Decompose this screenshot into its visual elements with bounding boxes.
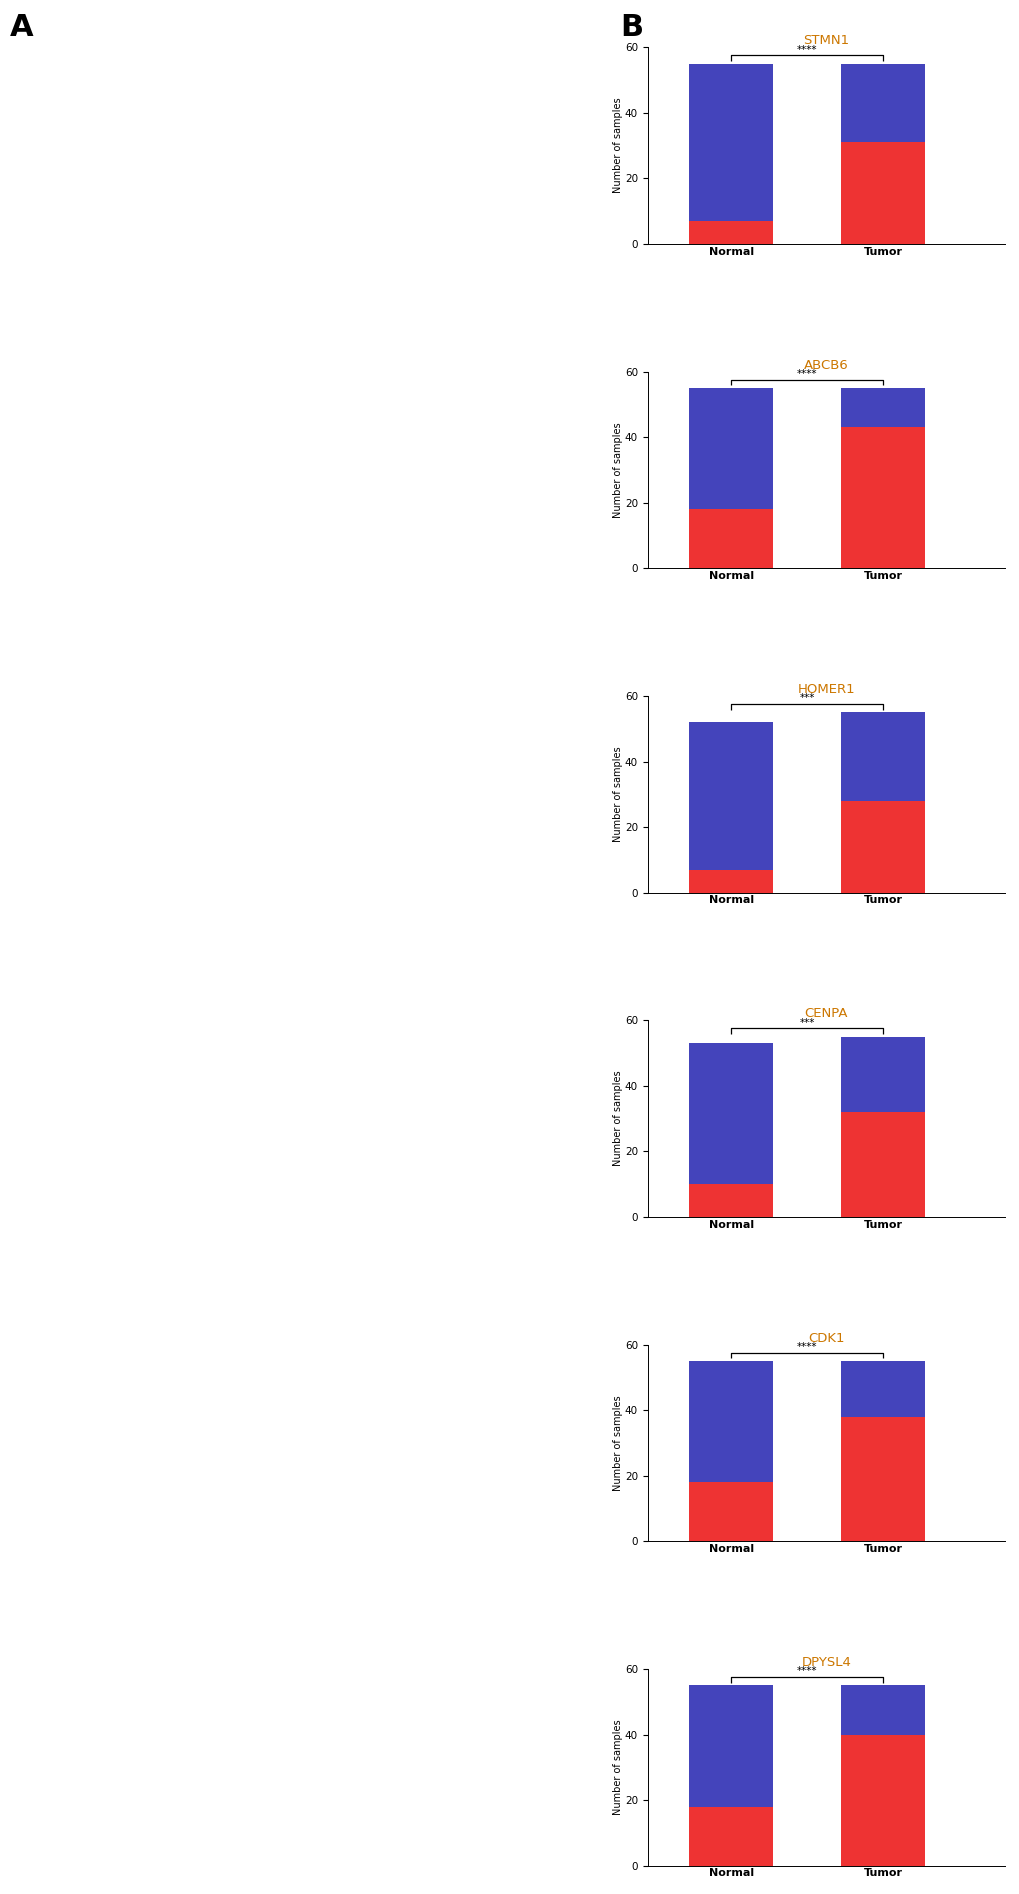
Bar <box>841 1112 924 1218</box>
Bar <box>689 869 772 892</box>
Text: ***: *** <box>799 1017 814 1028</box>
Bar <box>841 1362 924 1417</box>
Title: DPYSL4: DPYSL4 <box>801 1655 850 1669</box>
Text: ****: **** <box>796 45 816 55</box>
Bar <box>689 1184 772 1218</box>
Bar <box>689 1483 772 1542</box>
Bar <box>689 509 772 568</box>
Bar <box>841 142 924 244</box>
Title: ABCB6: ABCB6 <box>803 358 848 371</box>
Bar <box>689 1044 772 1184</box>
Text: A: A <box>10 13 34 42</box>
Bar <box>689 222 772 244</box>
Y-axis label: Number of samples: Number of samples <box>612 1396 623 1491</box>
Y-axis label: Number of samples: Number of samples <box>612 746 623 843</box>
Text: ****: **** <box>796 369 816 379</box>
Y-axis label: Number of samples: Number of samples <box>612 1070 623 1167</box>
Bar <box>841 1735 924 1866</box>
Text: ****: **** <box>796 1341 816 1352</box>
Y-axis label: Number of samples: Number of samples <box>612 1720 623 1814</box>
Bar <box>841 1417 924 1542</box>
Y-axis label: Number of samples: Number of samples <box>612 422 623 517</box>
Bar <box>841 801 924 892</box>
Bar <box>841 64 924 142</box>
Title: STMN1: STMN1 <box>802 34 849 47</box>
Text: ****: **** <box>796 1667 816 1676</box>
Bar <box>689 1362 772 1483</box>
Bar <box>689 1807 772 1866</box>
Bar <box>841 712 924 801</box>
Text: B: B <box>620 13 643 42</box>
Text: ***: *** <box>799 693 814 703</box>
Title: CENPA: CENPA <box>804 1008 847 1021</box>
Title: HOMER1: HOMER1 <box>797 684 854 695</box>
Bar <box>689 388 772 509</box>
Y-axis label: Number of samples: Number of samples <box>612 98 623 193</box>
Title: CDK1: CDK1 <box>807 1331 844 1345</box>
Bar <box>841 388 924 428</box>
Bar <box>689 1686 772 1807</box>
Bar <box>841 428 924 568</box>
Bar <box>689 722 772 869</box>
Bar <box>841 1036 924 1112</box>
Bar <box>841 1686 924 1735</box>
Bar <box>689 64 772 222</box>
